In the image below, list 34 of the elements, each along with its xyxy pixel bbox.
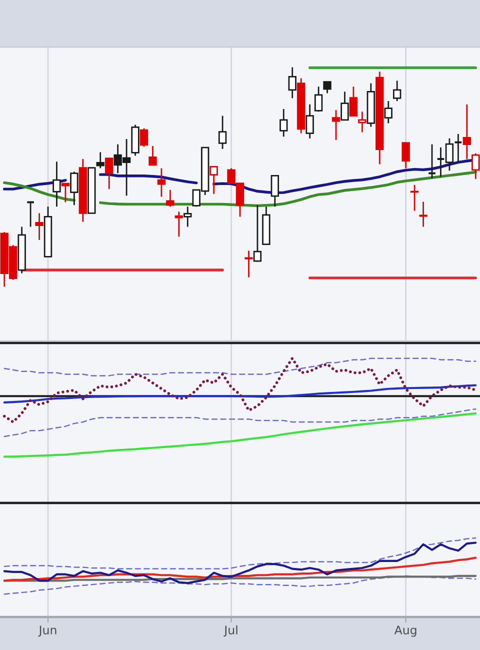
candlestick — [462, 104, 472, 160]
candlestick — [148, 145, 157, 166]
candlestick — [184, 206, 192, 228]
candlestick — [218, 115, 227, 150]
candlestick — [52, 160, 61, 208]
candlestick — [306, 104, 314, 140]
candlestick — [384, 100, 392, 124]
candlestick — [419, 201, 428, 228]
x-tick-label: Jun — [38, 626, 56, 637]
candlestick — [174, 210, 184, 238]
candlestick — [323, 81, 332, 94]
candlestick — [157, 168, 166, 198]
candlestick — [166, 189, 174, 208]
candlestick — [104, 158, 114, 190]
candlestick — [140, 128, 148, 148]
candlestick — [392, 80, 402, 102]
candlestick — [61, 182, 70, 203]
candlestick — [288, 66, 296, 99]
candlestick — [96, 152, 104, 169]
x-tick-label: Aug — [394, 626, 416, 637]
x-tick-label: Jul — [224, 625, 238, 637]
candlestick — [332, 109, 340, 141]
candlestick — [244, 250, 253, 278]
candlestick — [270, 174, 280, 208]
candlestick — [349, 86, 358, 117]
candlestick — [314, 86, 323, 112]
candlestick — [454, 133, 463, 163]
candlestick — [280, 108, 288, 138]
candlestick — [402, 142, 410, 169]
candlestick — [340, 90, 349, 121]
candlestick — [253, 204, 262, 262]
candlestick — [35, 212, 44, 241]
candlestick — [70, 171, 78, 206]
candlestick — [410, 184, 419, 212]
